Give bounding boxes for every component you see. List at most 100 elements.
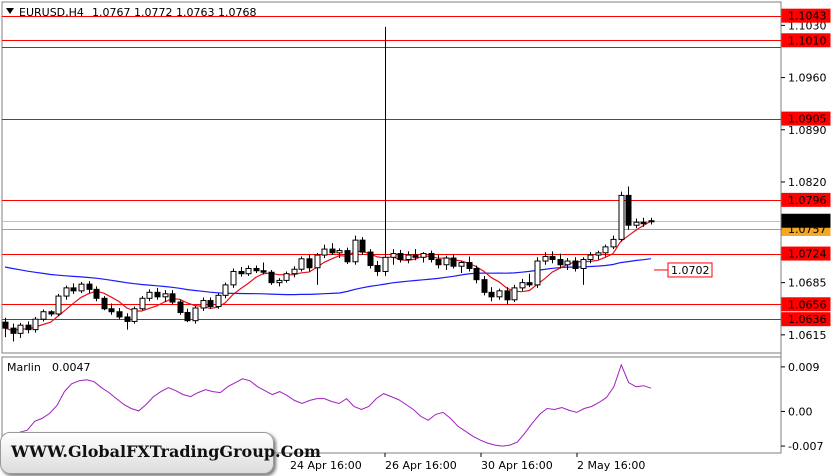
- candle-body-bull: [230, 270, 237, 286]
- level-tag-label: 1.1043: [788, 10, 827, 23]
- candle-body-bear: [2, 321, 9, 329]
- time-tick-label: 24 Apr 16:00: [290, 459, 362, 472]
- candle: [70, 283, 77, 294]
- candle: [519, 278, 526, 291]
- candle: [473, 265, 480, 284]
- candle: [192, 305, 199, 324]
- candle: [390, 249, 397, 265]
- candle: [276, 278, 283, 287]
- candle-body-bear: [116, 311, 123, 318]
- candle-body-bull: [283, 273, 290, 281]
- candle: [32, 316, 39, 333]
- symbol-timeframe: EURUSD,H4: [19, 6, 84, 19]
- candle: [602, 244, 609, 257]
- candle-body-bull: [321, 248, 328, 256]
- price-pane[interactable]: [1, 1, 782, 354]
- candle-body-bear: [640, 221, 647, 225]
- candle: [291, 266, 298, 278]
- candle-body-bull: [276, 279, 283, 284]
- candle-body-bear: [70, 287, 77, 292]
- price-tick-label: 1.0890: [788, 124, 827, 137]
- level-tag-box: [781, 111, 831, 126]
- candle-body-bull: [564, 260, 571, 266]
- candle-body-bull: [162, 293, 169, 298]
- candle: [420, 252, 427, 263]
- candle-body-bull: [314, 254, 321, 269]
- candle-body-bull: [618, 194, 625, 240]
- candle: [40, 309, 47, 322]
- candle: [306, 255, 313, 272]
- ohlc-readout: 1.0767 1.0772 1.0763 1.0768: [92, 6, 256, 19]
- candle: [382, 26, 389, 276]
- candle: [443, 255, 450, 270]
- candle: [146, 289, 153, 302]
- level-tag-box: [781, 297, 831, 312]
- candle-body-bull: [222, 284, 229, 296]
- candle: [48, 310, 55, 317]
- level-tag-box: [781, 246, 831, 261]
- candle: [412, 249, 419, 261]
- candle: [564, 258, 571, 270]
- candle: [314, 252, 321, 285]
- candle: [374, 261, 381, 276]
- candle: [55, 293, 62, 317]
- level-tag-label: 1.0724: [788, 248, 827, 261]
- candle: [504, 287, 511, 305]
- candle: [640, 217, 647, 227]
- candle-body-bull: [146, 291, 153, 299]
- collapse-triangle-icon[interactable]: [6, 8, 14, 14]
- candle: [526, 273, 533, 288]
- candle-body-bull: [390, 253, 397, 258]
- candle: [336, 248, 343, 259]
- candle: [542, 252, 549, 265]
- candle-body-bear: [306, 258, 313, 269]
- candle: [2, 317, 9, 338]
- candle: [625, 186, 632, 230]
- candle-body-bull: [63, 287, 70, 297]
- candlestick-series: [2, 26, 655, 342]
- price-tick-label: 1.0685: [788, 277, 827, 290]
- candle-body-bull: [32, 318, 39, 331]
- candle-body-bear: [572, 260, 579, 269]
- candle: [78, 281, 85, 294]
- candle-body-bear: [207, 300, 214, 308]
- candle-body-bull: [139, 297, 146, 310]
- candle: [139, 296, 146, 311]
- candle: [131, 306, 138, 324]
- candle: [557, 253, 564, 269]
- ma-slow-line: [4, 258, 652, 296]
- candle: [230, 268, 237, 288]
- osc-tick-label: 0.00: [788, 405, 813, 418]
- candle: [595, 250, 602, 260]
- candle: [298, 256, 305, 272]
- current-price-tag-box: [781, 213, 831, 228]
- candle: [260, 262, 267, 275]
- candle: [450, 254, 457, 269]
- candle-body-bull: [298, 258, 305, 270]
- candle-body-bear: [549, 256, 556, 261]
- candle: [162, 290, 169, 303]
- osc-tick-label: 0.009: [788, 361, 820, 374]
- candle-body-bull: [443, 257, 450, 266]
- annotation-label: 1.0702: [671, 264, 710, 277]
- candle: [428, 250, 435, 263]
- candle: [184, 308, 191, 323]
- price-tick-label: 1.0960: [788, 72, 827, 85]
- candle-body-bear: [108, 308, 115, 313]
- candle-body-bear: [260, 270, 267, 273]
- candle: [200, 297, 207, 311]
- candle-body-bear: [488, 291, 495, 298]
- candle: [481, 275, 488, 296]
- candle-body-bear: [625, 194, 632, 226]
- candle: [618, 191, 625, 242]
- candle: [549, 251, 556, 264]
- candle: [344, 247, 351, 265]
- candle-body-bear: [169, 293, 176, 303]
- time-tick-label: 2 May 16:00: [577, 459, 645, 472]
- time-tick-label: 30 Apr 16:00: [481, 459, 553, 472]
- candle: [86, 281, 93, 294]
- level-tag-label: 1.1010: [788, 34, 827, 47]
- candle-body-bull: [55, 295, 62, 315]
